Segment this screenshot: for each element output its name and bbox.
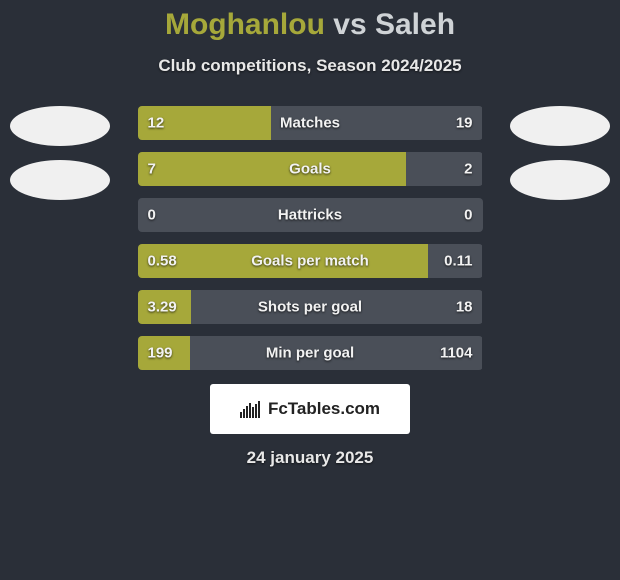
stat-row: 3.29 18 Shots per goal [138, 290, 483, 324]
stat-row: 12 19 Matches [138, 106, 483, 140]
player1-avatar [10, 160, 110, 200]
player2-value: 2 [464, 161, 472, 178]
comparison-widget: Moghanlou vs Saleh Club competitions, Se… [0, 0, 620, 580]
player2-value: 0 [464, 207, 472, 224]
vs-separator: vs [333, 8, 366, 41]
player2-avatar [510, 106, 610, 146]
headline: Moghanlou vs Saleh [0, 0, 620, 42]
stat-row: 199 1104 Min per goal [138, 336, 483, 370]
logo-text: FcTables.com [268, 399, 380, 419]
player1-name: Moghanlou [165, 8, 325, 41]
player1-value: 12 [148, 115, 165, 132]
player1-value: 7 [148, 161, 156, 178]
player2-value: 0.11 [444, 253, 472, 270]
player2-value: 1104 [440, 345, 473, 362]
stat-label: Hattricks [278, 207, 342, 224]
player2-value: 18 [456, 299, 473, 316]
player2-name: Saleh [375, 8, 455, 41]
stat-row: 0.58 0.11 Goals per match [138, 244, 483, 278]
player1-value: 0 [148, 207, 156, 224]
player1-value: 199 [148, 345, 173, 362]
stat-label: Min per goal [266, 345, 354, 362]
stat-row: 0 0 Hattricks [138, 198, 483, 232]
branding-badge: FcTables.com [210, 384, 410, 434]
stat-label: Matches [280, 115, 340, 132]
subtitle: Club competitions, Season 2024/2025 [0, 56, 620, 76]
player1-value: 3.29 [148, 299, 177, 316]
stat-label: Goals [289, 161, 331, 178]
stat-label: Goals per match [251, 253, 369, 270]
snapshot-date: 24 january 2025 [0, 448, 620, 468]
logo-icon [240, 400, 262, 418]
player1-value: 0.58 [148, 253, 177, 270]
player1-avatar [10, 106, 110, 146]
player2-avatar [510, 160, 610, 200]
player2-value: 19 [456, 115, 473, 132]
player1-segment [138, 152, 406, 186]
stat-row: 7 2 Goals [138, 152, 483, 186]
stat-label: Shots per goal [258, 299, 362, 316]
bars-container: 12 19 Matches 7 2 Goals 0 0 Hattricks 0.58 0.11 Goa… [138, 106, 483, 382]
stats-area: 12 19 Matches 7 2 Goals 0 0 Hattricks 0.58 0.11 Goa… [0, 106, 620, 382]
